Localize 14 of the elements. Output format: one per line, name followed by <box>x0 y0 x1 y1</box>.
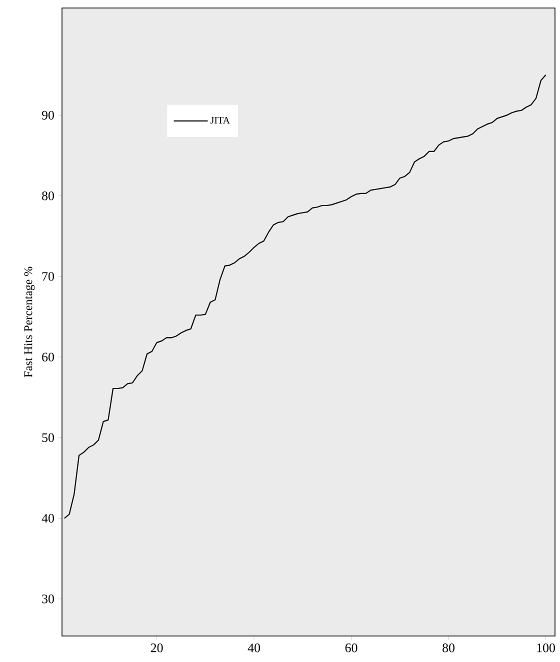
legend-label: JITA <box>210 116 230 124</box>
x-tick-label: 40 <box>248 644 260 652</box>
y-tick-label: 90 <box>42 110 54 120</box>
x-tick-label: 20 <box>150 644 163 652</box>
y-tick-label: 60 <box>42 352 54 362</box>
x-tick-label: 60 <box>345 644 358 652</box>
y-tick-label: 80 <box>42 191 54 200</box>
x-tick-label: 100 <box>537 644 555 652</box>
y-tick-label: 30 <box>42 594 54 604</box>
y-axis-title: Fast Hits Percentage % <box>24 266 35 378</box>
y-tick-label: 50 <box>42 433 54 442</box>
y-tick-label: 70 <box>42 272 54 281</box>
y-tick-label: 40 <box>42 514 54 523</box>
x-tick-label: 80 <box>442 644 455 652</box>
